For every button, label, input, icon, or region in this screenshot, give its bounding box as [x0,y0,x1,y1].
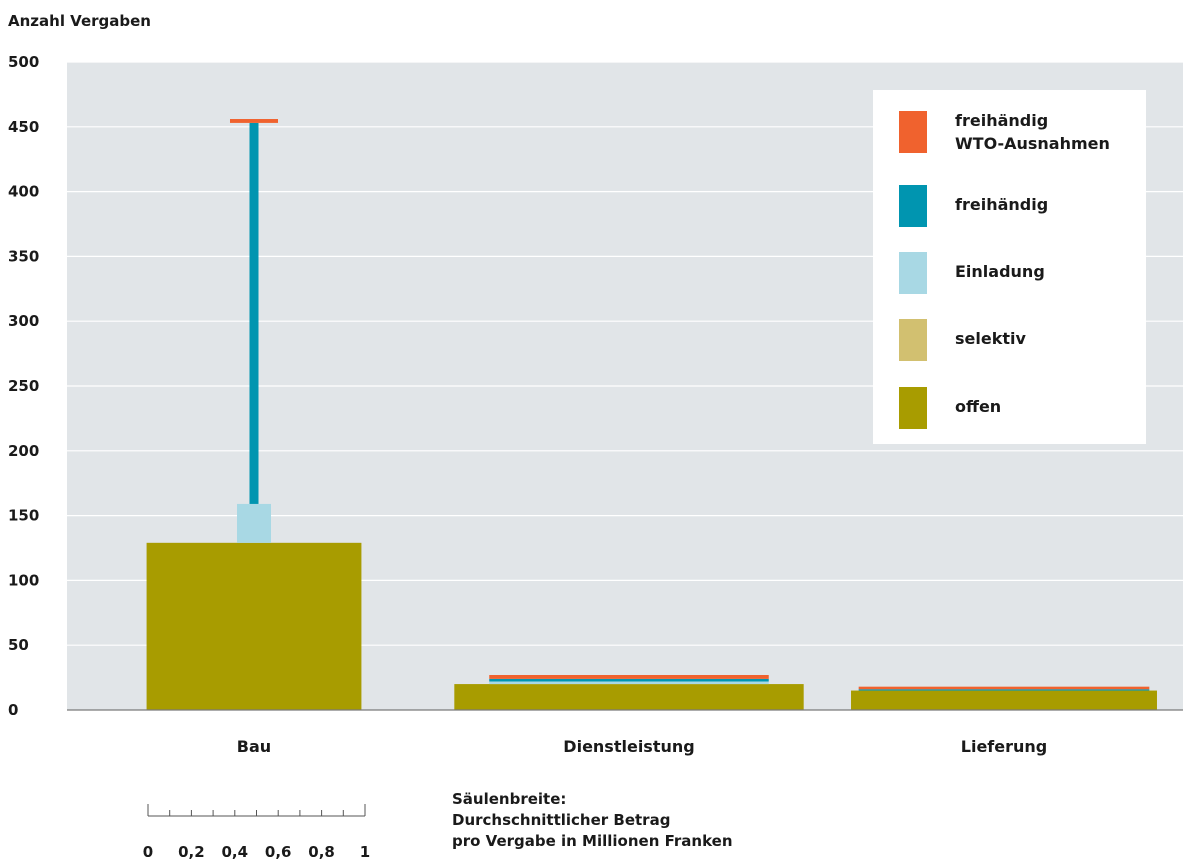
x-tick-label: Lieferung [961,737,1047,756]
y-tick-label: 200 [8,442,39,460]
legend-swatch [899,252,927,294]
bar-segment-dienstleistung-1 [454,684,804,710]
legend-label: Einladung [955,262,1045,281]
bar-segment-bau-4 [249,122,259,504]
scale-tick-label: 1 [360,843,370,859]
bar-segment-bau-1 [146,542,362,710]
y-tick-label: 100 [8,571,39,589]
y-tick-label: 450 [8,118,39,136]
scale-tick-label: 0 [143,843,153,859]
bar-segment-lieferung-1 [851,690,1157,710]
legend-label: freihändig [955,195,1048,214]
bar-segment-bau-5 [230,119,278,123]
bar-segment-bau-3 [237,503,271,543]
width-note-line-3: pro Vergabe in Millionen Franken [452,832,733,850]
x-tick-label: Bau [237,737,271,756]
y-tick-label: 50 [8,636,29,654]
y-tick-label: 300 [8,312,39,330]
y-tick-label: 0 [8,701,18,719]
width-note-line-2: Durchschnittlicher Betrag [452,811,671,829]
scale-tick-label: 0,8 [308,843,335,859]
legend-swatch [899,111,927,153]
scale-tick-label: 0,6 [265,843,292,859]
y-tick-label: 250 [8,377,39,395]
bar-segment-lieferung-4 [858,689,1150,691]
legend-swatch [899,185,927,227]
bar-segment-lieferung-5 [858,686,1150,690]
y-tick-label: 400 [8,183,39,201]
y-tick-label: 150 [8,507,39,525]
x-tick-label: Dienstleistung [563,737,694,756]
legend-label: offen [955,397,1001,416]
legend-label: WTO-Ausnahmen [955,134,1110,153]
scale-tick-label: 0,4 [222,843,249,859]
bar-segment-dienstleistung-4 [489,678,769,682]
legend-label: freihändig [955,111,1048,130]
legend-swatch [899,319,927,361]
bar-segment-dienstleistung-5 [489,675,769,679]
y-axis-title: Anzahl Vergaben [8,12,151,30]
width-note: Säulenbreite: Durchschnittlicher Betrag … [452,789,733,852]
bar-segment-dienstleistung-3 [489,681,769,685]
y-tick-label: 500 [8,53,39,71]
y-tick-label: 350 [8,247,39,265]
legend-label: selektiv [955,329,1026,348]
scale-tick-label: 0,2 [178,843,205,859]
legend-swatch [899,387,927,429]
width-note-line-1: Säulenbreite: [452,790,567,808]
